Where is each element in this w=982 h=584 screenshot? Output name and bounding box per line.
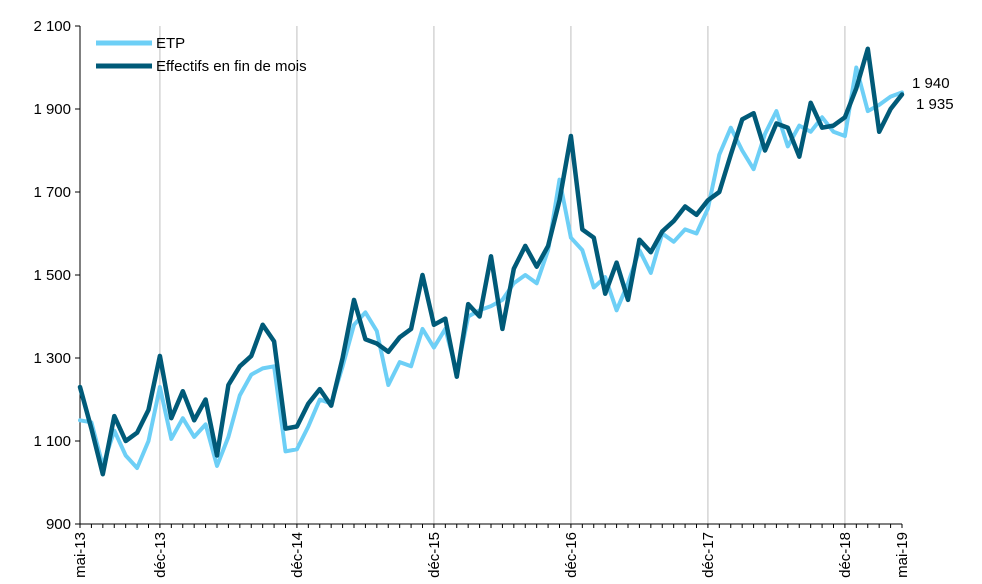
grid-lines (159, 26, 846, 524)
series-line-effectifs (77, 46, 905, 477)
end-labels: 1 940 1 935 (912, 75, 954, 113)
end-label-etp: 1 940 (912, 75, 950, 92)
x-tick-label: déc-14 (289, 532, 306, 578)
axes: 900 1 100 1 300 1 500 1 700 1 900 2 100 mai-13 d… (33, 18, 911, 578)
x-tick-label: déc-17 (700, 532, 717, 578)
y-tick-label: 1 100 (33, 433, 71, 450)
series-lines (77, 46, 905, 477)
x-tick-label: mai-13 (72, 532, 89, 578)
x-tick-label: déc-18 (837, 532, 854, 578)
end-label-effectifs: 1 935 (916, 96, 954, 113)
x-tick-label: mai-19 (894, 532, 911, 578)
x-tick-label: déc-16 (563, 532, 580, 578)
series-line-etp (78, 65, 904, 470)
legend-label-effectifs: Effectifs en fin de mois (156, 58, 307, 75)
y-tick-label: 1 700 (33, 184, 71, 201)
legend-label-etp: ETP (156, 35, 185, 52)
y-tick-label: 1 900 (33, 101, 71, 118)
y-tick-label: 2 100 (33, 18, 71, 35)
y-tick-label: 900 (46, 516, 71, 533)
x-tick-label: déc-15 (426, 532, 443, 578)
y-tick-label: 1 300 (33, 350, 71, 367)
legend: ETP Effectifs en fin de mois (96, 35, 307, 75)
x-tick-label: déc-13 (152, 532, 169, 578)
y-tick-label: 1 500 (33, 267, 71, 284)
